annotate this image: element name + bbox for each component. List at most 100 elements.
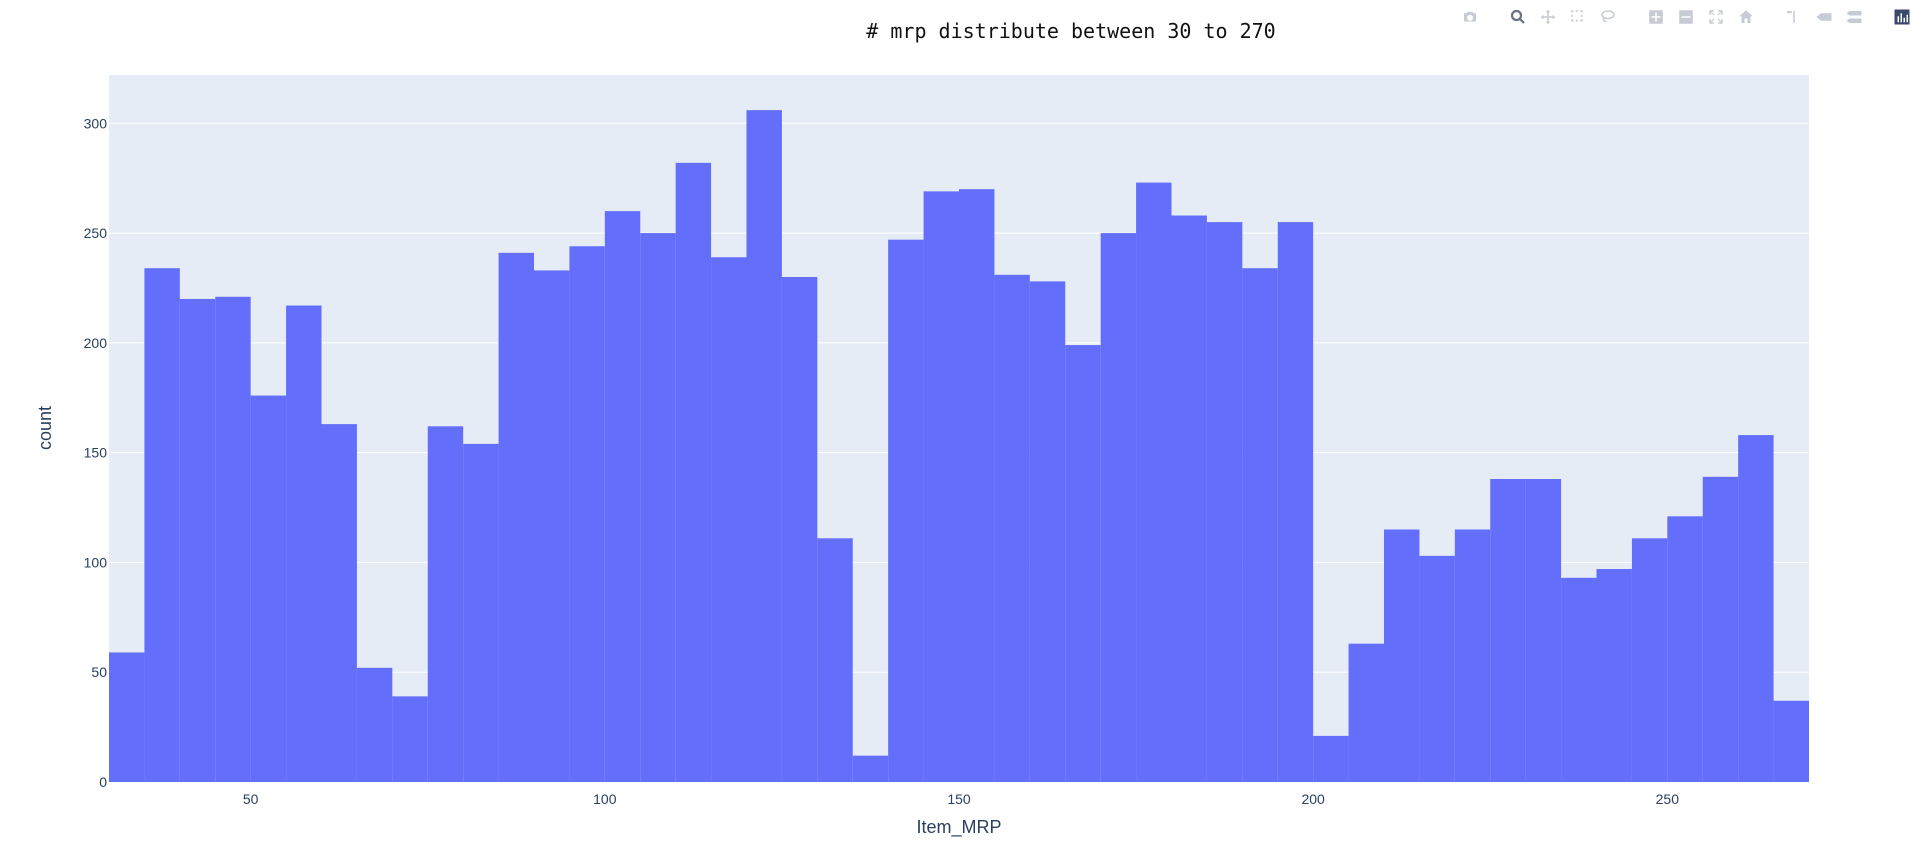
modebar-group [1455,6,1485,28]
histogram-bar[interactable] [1348,643,1384,782]
histogram-bar[interactable] [1525,479,1562,782]
spike-lines-button[interactable] [1783,6,1805,28]
spike-lines-icon [1787,11,1795,23]
x-tick-labels: 50 100 150 200 250 [243,791,1679,807]
pan-button[interactable] [1537,6,1559,28]
histogram-bar[interactable] [1171,215,1207,783]
histogram-bar[interactable] [1277,222,1314,782]
histogram-bar[interactable] [250,395,287,782]
bars [109,110,1809,783]
zoom-button[interactable] [1507,6,1529,28]
lasso-select-icon [1601,10,1615,23]
hover-closest-button[interactable] [1813,6,1835,28]
plotly-logo-icon [1894,9,1910,25]
modebar-group [1887,6,1917,28]
zoom-icon [1510,9,1525,24]
histogram-bar[interactable] [1667,516,1703,782]
histogram-bar[interactable] [640,233,676,782]
histogram-bar[interactable] [1454,529,1491,783]
y-tick-label: 0 [99,774,107,790]
histogram-bar[interactable] [463,443,499,782]
histogram-bar[interactable] [888,239,924,782]
histogram-bar[interactable] [675,162,712,783]
camera-icon [1464,11,1476,22]
histogram-bar[interactable] [1242,268,1278,782]
modebar-group [1503,6,1623,28]
histogram-bar[interactable] [498,252,534,782]
histogram-bar[interactable] [392,696,428,782]
x-tick-label: 50 [243,791,259,807]
histogram-bar[interactable] [1702,476,1739,782]
histogram-bar[interactable] [1738,435,1774,782]
y-tick-label: 250 [84,225,108,241]
histogram-bar[interactable] [1561,577,1597,782]
x-tick-label: 150 [947,791,971,807]
histogram-bar[interactable] [1384,529,1420,783]
box-select-icon [1571,10,1583,22]
x-tick-label: 100 [593,791,617,807]
y-tick-label: 200 [84,335,108,351]
y-axis-label: count [35,406,55,450]
chart-title: # mrp distribute between 30 to 270 [866,19,1275,43]
camera-button[interactable] [1459,6,1481,28]
reset-axes-button[interactable] [1735,6,1757,28]
histogram-bar[interactable] [1596,569,1632,782]
box-select-button[interactable] [1567,6,1589,28]
histogram-bar[interactable] [1065,345,1101,782]
zoom-out-button[interactable] [1675,6,1697,28]
y-tick-label: 300 [84,115,108,131]
histogram-bar[interactable] [817,538,853,782]
histogram-bar[interactable] [1206,222,1243,782]
histogram-bar[interactable] [1136,182,1172,782]
autoscale-button[interactable] [1705,6,1727,28]
hover-compare-button[interactable] [1843,6,1865,28]
histogram-bar[interactable] [286,305,322,782]
histogram-bar[interactable] [321,424,357,782]
y-tick-label: 50 [91,664,107,680]
histogram-bar[interactable] [109,652,145,782]
histogram-bar[interactable] [852,755,889,782]
histogram-bar[interactable] [923,191,959,782]
zoom-in-icon [1649,10,1663,24]
histogram-bar[interactable] [781,277,818,782]
plotly-logo-button[interactable] [1891,6,1913,28]
histogram-bar[interactable] [959,189,995,782]
histogram-bar[interactable] [144,268,180,782]
histogram-bar[interactable] [427,426,464,782]
histogram-bar[interactable] [1419,555,1455,782]
x-tick-label: 250 [1656,791,1680,807]
hover-compare-icon [1846,11,1862,23]
y-tick-labels: 0 50 100 150 200 250 300 [84,115,108,790]
y-tick-label: 100 [84,554,108,570]
autoscale-icon [1709,10,1723,24]
histogram-bar[interactable] [1313,735,1349,782]
histogram-bar[interactable] [604,211,641,782]
modebar-group [1641,6,1761,28]
histogram-bar[interactable] [1029,281,1066,782]
histogram-bar[interactable] [711,257,747,782]
modebar-group [1779,6,1869,28]
histogram-bar[interactable] [1100,233,1137,782]
histogram-bar[interactable] [746,110,782,782]
y-tick-label: 150 [84,445,108,461]
histogram-bar[interactable] [179,298,216,782]
modebar-toolbar [1437,6,1917,28]
histogram-bar[interactable] [569,246,605,782]
lasso-select-button[interactable] [1597,6,1619,28]
histogram-bar[interactable] [1490,479,1526,782]
zoom-in-button[interactable] [1645,6,1667,28]
zoom-out-icon [1679,10,1693,24]
histogram-bar[interactable] [1773,700,1809,782]
histogram-bar[interactable] [1631,538,1668,782]
pan-icon [1540,9,1556,25]
x-axis-label: Item_MRP [916,817,1001,838]
histogram-bar[interactable] [534,270,570,782]
hover-closest-icon [1816,13,1832,21]
x-tick-label: 200 [1301,791,1325,807]
histogram-bar[interactable] [215,296,251,782]
histogram-bar[interactable] [356,667,393,782]
histogram-bar[interactable] [994,274,1030,782]
reset-axes-icon [1739,10,1753,23]
